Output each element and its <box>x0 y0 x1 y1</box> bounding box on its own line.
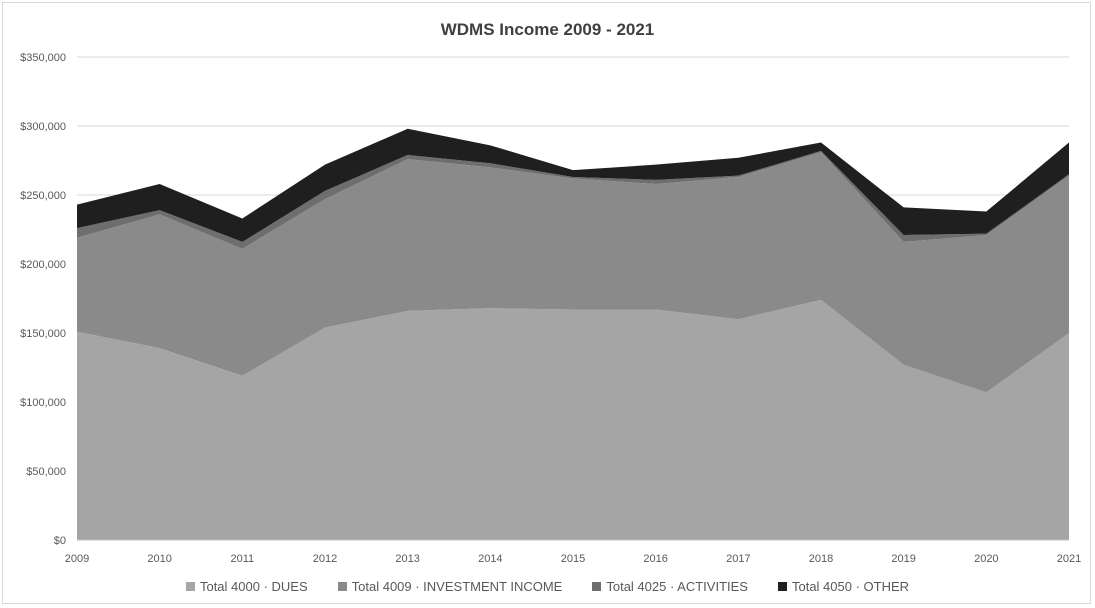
legend-item: Total 4009 · INVESTMENT INCOME <box>337 579 563 594</box>
x-tick-label: 2013 <box>395 553 419 565</box>
x-tick-label: 2016 <box>643 553 667 565</box>
y-tick-label: $250,000 <box>20 190 66 202</box>
x-tick-label: 2018 <box>809 553 833 565</box>
x-tick-label: 2015 <box>561 553 585 565</box>
x-tick-label: 2010 <box>147 553 171 565</box>
legend-label: Total 4009 · INVESTMENT INCOME <box>351 579 563 594</box>
area-series-2 <box>77 152 1069 393</box>
legend-label: Total 4025 · ACTIVITIES <box>606 579 748 594</box>
x-tick-label: 2009 <box>65 553 89 565</box>
legend-label: Total 4000 · DUES <box>199 579 308 594</box>
x-tick-label: 2019 <box>891 553 915 565</box>
chart-title: WDMS Income 2009 - 2021 <box>440 20 655 39</box>
x-tick-label: 2012 <box>313 553 337 565</box>
x-tick-label: 2011 <box>231 553 255 565</box>
x-tick-label: 2021 <box>1057 553 1081 565</box>
legend-swatch <box>777 582 787 591</box>
legend-item: Total 4025 · ACTIVITIES <box>592 579 748 594</box>
x-tick-label: 2014 <box>478 553 502 565</box>
area-series-4 <box>77 128 1069 242</box>
y-tick-label: $300,000 <box>20 121 66 133</box>
chart-legend: Total 4000 · DUES Total 4009 · INVESTMENT… <box>0 579 1095 594</box>
legend-label: Total 4050 · OTHER <box>791 579 910 594</box>
y-tick-label: $200,000 <box>20 259 66 271</box>
x-tick-label: 2020 <box>974 553 998 565</box>
y-tick-label: $150,000 <box>20 328 66 340</box>
legend-swatch <box>185 582 195 591</box>
y-tick-label: $100,000 <box>20 397 66 409</box>
legend-swatch <box>592 582 602 591</box>
y-tick-label: $50,000 <box>26 466 66 478</box>
y-tick-label: $0 <box>54 535 66 547</box>
area-series-1 <box>77 299 1069 540</box>
legend-item: Total 4000 · DUES <box>185 579 308 594</box>
x-tick-label: 2017 <box>726 553 750 565</box>
legend-swatch <box>337 582 347 591</box>
y-tick-label: $350,000 <box>20 52 66 64</box>
legend-item: Total 4050 · OTHER <box>777 579 910 594</box>
